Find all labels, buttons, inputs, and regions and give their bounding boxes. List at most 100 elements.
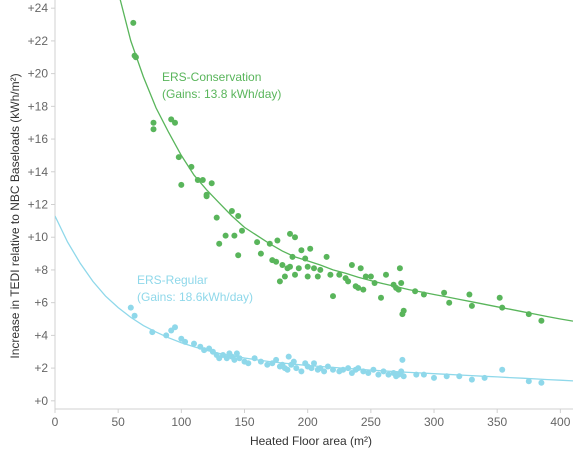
point-ers-regular [365, 370, 372, 376]
point-ers-regular [431, 374, 437, 381]
y-tick-label: +10 [28, 230, 49, 244]
y-tick-label: +22 [28, 34, 49, 48]
point-ers-conservation [295, 265, 302, 272]
point-ers-conservation [274, 237, 281, 244]
point-ers-conservation [396, 265, 403, 272]
point-ers-regular [264, 361, 271, 368]
point-ers-conservation [203, 193, 210, 200]
trend-line-ers-conservation [119, 0, 573, 322]
point-ers-conservation [496, 294, 503, 301]
point-ers-conservation [239, 227, 245, 234]
point-ers-conservation [345, 278, 352, 285]
y-axis-label: Increase in TEDI relative to NBC Baseloa… [8, 73, 22, 358]
y-tick-label: +14 [28, 165, 49, 179]
point-ers-conservation [208, 180, 215, 187]
point-ers-conservation [400, 307, 407, 314]
point-ers-conservation [314, 273, 321, 280]
point-ers-regular [330, 366, 336, 373]
point-ers-conservation [357, 265, 364, 272]
point-ers-conservation [412, 288, 419, 295]
point-ers-regular [324, 363, 331, 370]
x-tick-label: 400 [550, 415, 570, 429]
point-ers-conservation [525, 311, 532, 318]
point-ers-conservation [323, 253, 330, 260]
point-ers-conservation [257, 250, 264, 257]
point-ers-conservation [367, 273, 374, 280]
y-tick-label: +6 [34, 296, 48, 310]
x-tick-label: 350 [487, 415, 507, 429]
point-ers-conservation [292, 234, 298, 241]
point-ers-conservation [175, 154, 182, 161]
point-ers-regular [398, 368, 405, 375]
point-ers-regular [290, 358, 297, 365]
y-tick-label: +24 [28, 1, 49, 15]
point-ers-regular [400, 373, 407, 380]
point-ers-conservation [273, 258, 280, 265]
point-ers-regular [223, 355, 230, 362]
x-tick-label: 150 [234, 415, 254, 429]
point-ers-regular [340, 366, 347, 373]
point-ers-conservation [235, 213, 242, 219]
point-ers-regular [231, 356, 238, 363]
point-ers-regular [385, 371, 392, 378]
point-ers-conservation [304, 273, 311, 280]
point-ers-conservation [289, 253, 296, 260]
point-ers-conservation [371, 280, 378, 286]
point-ers-regular [131, 312, 138, 319]
point-ers-conservation [420, 291, 427, 298]
trend-line-ers-regular [55, 215, 573, 382]
point-ers-regular [149, 329, 156, 336]
point-ers-regular [236, 355, 243, 362]
point-ers-conservation [228, 208, 235, 214]
annotation-ers-regular-gains: (Gains: 18.6kWh/day) [137, 290, 253, 304]
x-tick-label: 100 [171, 415, 191, 429]
point-ers-regular [251, 355, 258, 362]
point-ers-conservation [362, 273, 369, 280]
y-tick-label: +8 [34, 263, 48, 277]
point-ers-conservation [317, 266, 324, 273]
point-ers-regular [345, 365, 352, 372]
point-ers-conservation [150, 126, 157, 133]
point-ers-conservation [360, 286, 367, 293]
point-ers-regular [360, 368, 367, 375]
point-ers-regular [468, 376, 475, 383]
point-ers-conservation [216, 240, 223, 247]
point-ers-regular [191, 340, 197, 347]
point-ers-regular [538, 379, 545, 386]
point-ers-regular [321, 368, 328, 375]
point-ers-regular [285, 353, 292, 360]
point-ers-regular [163, 332, 170, 339]
point-ers-regular [355, 365, 362, 372]
point-ers-conservation [538, 317, 545, 324]
point-ers-conservation [468, 302, 475, 309]
point-ers-conservation [292, 271, 298, 278]
point-ers-conservation [446, 299, 453, 306]
annotation-ers-regular: ERS-Regular [137, 273, 208, 287]
point-ers-conservation [178, 181, 185, 188]
point-ers-conservation [304, 263, 311, 270]
point-ers-conservation [398, 280, 405, 286]
point-ers-conservation [254, 239, 261, 246]
point-ers-conservation [466, 291, 473, 298]
point-ers-regular [273, 356, 280, 363]
point-ers-regular [443, 373, 450, 380]
y-tick-label: +16 [28, 132, 49, 146]
point-ers-conservation [130, 19, 137, 26]
point-ers-conservation [327, 271, 334, 278]
point-ers-conservation [287, 230, 293, 237]
point-ers-regular [182, 338, 189, 345]
x-tick-label: 300 [424, 415, 444, 429]
point-ers-regular [293, 365, 300, 372]
axes: +0 +2 +4 +6 +8 +10 +12 +14 +16 +18 +20 +22 +24 0 50 100… [28, 0, 573, 429]
point-ers-conservation [307, 245, 314, 252]
point-ers-regular [311, 360, 317, 367]
point-ers-conservation [213, 214, 220, 221]
point-ers-conservation [348, 262, 355, 268]
point-ers-conservation [330, 293, 336, 300]
point-ers-conservation [132, 54, 139, 61]
point-ers-conservation [383, 271, 389, 278]
x-tick-label: 50 [111, 415, 125, 429]
point-ers-conservation [222, 232, 229, 239]
point-ers-conservation [499, 304, 506, 311]
y-tick-label: +18 [28, 99, 49, 113]
